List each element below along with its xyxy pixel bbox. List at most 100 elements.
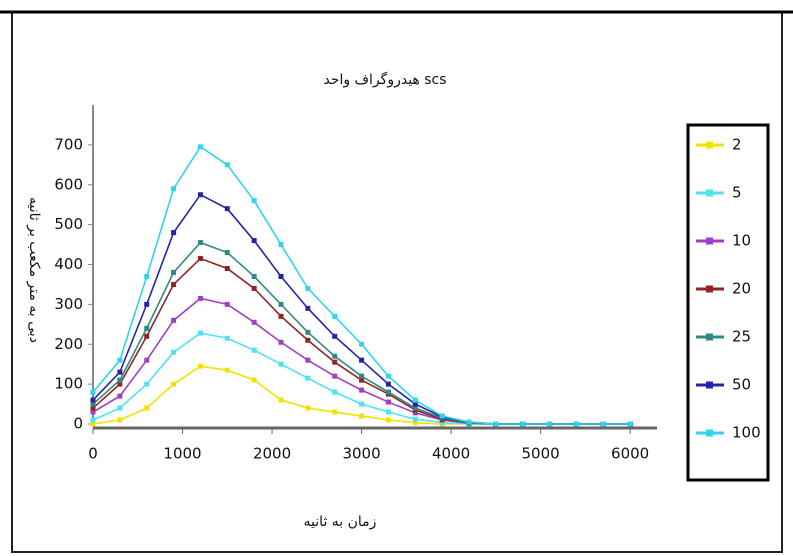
point	[224, 301, 230, 307]
point	[117, 393, 123, 399]
point	[171, 317, 177, 323]
point	[332, 359, 338, 365]
legend-marker	[706, 141, 713, 149]
legend-label: 50	[732, 376, 751, 394]
point	[90, 409, 96, 415]
point	[224, 250, 230, 256]
point	[359, 413, 365, 419]
legend-marker	[706, 333, 713, 341]
point	[439, 413, 445, 419]
x-axis-label: زمان به ثانیه	[304, 514, 377, 530]
point	[466, 419, 472, 425]
point	[278, 301, 284, 307]
point	[171, 269, 177, 275]
point	[385, 417, 391, 423]
point	[493, 421, 499, 427]
series-line	[92, 241, 631, 425]
point	[332, 389, 338, 395]
point	[224, 367, 230, 373]
point	[305, 357, 311, 363]
x-tick-label: 6000	[611, 445, 649, 463]
point	[224, 265, 230, 271]
point	[171, 281, 177, 287]
point	[224, 206, 230, 212]
point	[224, 335, 230, 341]
point	[171, 381, 177, 387]
point	[520, 421, 526, 427]
point	[412, 416, 418, 422]
point	[144, 301, 150, 307]
point	[117, 369, 123, 375]
point	[197, 192, 203, 198]
point	[144, 381, 150, 387]
point	[278, 273, 284, 279]
x-tick-label: 3000	[342, 445, 380, 463]
y-tick-label: 200	[54, 335, 83, 353]
point	[197, 363, 203, 369]
point	[385, 381, 391, 387]
point	[278, 397, 284, 403]
point	[278, 339, 284, 345]
point	[278, 313, 284, 319]
point	[385, 373, 391, 379]
point	[547, 421, 553, 427]
legend-label: 2	[732, 136, 742, 154]
legend-marker	[706, 381, 713, 389]
point	[144, 273, 150, 279]
x-tick-label: 2000	[253, 445, 291, 463]
point	[627, 421, 633, 427]
y-tick-label: 500	[54, 215, 83, 233]
point	[332, 409, 338, 415]
legend-label: 20	[732, 280, 751, 298]
x-tick-label: 1000	[163, 445, 201, 463]
point	[90, 417, 96, 423]
y-axis-label: دبی به متر مکعب بر ثانیه	[26, 197, 42, 343]
x-tick-label: 4000	[432, 445, 470, 463]
point	[90, 397, 96, 403]
point	[117, 377, 123, 383]
frame	[11, 11, 783, 553]
point	[278, 242, 284, 248]
point	[251, 273, 257, 279]
point	[305, 375, 311, 381]
point	[251, 198, 257, 204]
y-tick-label: 300	[54, 295, 83, 313]
legend-label: 5	[732, 184, 742, 202]
point	[278, 361, 284, 367]
point	[224, 162, 230, 168]
y-tick-label: 700	[54, 135, 83, 153]
point	[305, 405, 311, 411]
point	[90, 401, 96, 407]
point	[573, 421, 579, 427]
point	[359, 401, 365, 407]
point	[251, 285, 257, 291]
point	[359, 373, 365, 379]
point	[117, 381, 123, 387]
point	[600, 421, 606, 427]
point	[144, 357, 150, 363]
point	[171, 230, 177, 236]
point	[412, 401, 418, 407]
point	[144, 325, 150, 331]
point	[251, 238, 257, 244]
legend-marker	[706, 429, 713, 437]
point	[90, 421, 96, 427]
point	[332, 333, 338, 339]
y-tick-label: 600	[54, 175, 83, 193]
legend-label: 100	[732, 424, 761, 442]
point	[171, 186, 177, 192]
point	[305, 305, 311, 311]
legend-marker	[706, 285, 713, 293]
y-tick-label: 400	[54, 255, 83, 273]
y-tick-label: 0	[73, 415, 83, 433]
point	[197, 144, 203, 150]
chart-title: هیدروگراف واحد scs	[323, 71, 446, 88]
point	[359, 387, 365, 393]
point	[412, 397, 418, 403]
point	[197, 330, 203, 336]
point	[412, 405, 418, 411]
point	[412, 420, 418, 426]
point	[385, 409, 391, 415]
point	[251, 377, 257, 383]
